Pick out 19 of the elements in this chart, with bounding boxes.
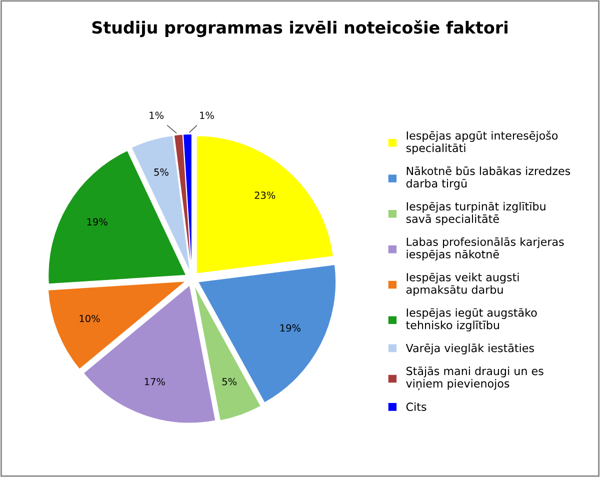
- legend-label: Iespējas iegūt augstāko tehnisko izglītību: [406, 308, 537, 332]
- legend-label: Stājās mani draugi un es viņiem pievienojos: [406, 366, 544, 390]
- legend-label: Nākotnē būs labākas izredzes darba tirgū: [406, 166, 570, 190]
- data-label: 5%: [154, 168, 168, 176]
- chart-title: Studiju programmas izvēli noteicošie faktori: [92, 20, 508, 38]
- legend-label: Varēja vieglāk iestāties: [406, 344, 534, 354]
- legend-label: Iespējas turpināt izglītību savā specialitātē: [406, 202, 546, 226]
- data-label: 1%: [200, 112, 214, 120]
- legend-label: Cits: [406, 402, 426, 411]
- data-label: 23%: [254, 192, 276, 199]
- legend-label: Labas profesionālās karjeras iespējas nākotnē: [406, 237, 564, 261]
- legend-label: Iespējas apgūt interesējošo specialitāti: [406, 130, 558, 154]
- data-label: 17%: [144, 378, 165, 386]
- data-label: 1%: [150, 112, 164, 120]
- data-label: 10%: [80, 314, 100, 322]
- data-label: 19%: [280, 324, 300, 332]
- data-label: 19%: [87, 218, 108, 226]
- data-label: 5%: [222, 378, 237, 386]
- legend-label: Iespējas veikt augsti apmaksātu darbu: [406, 272, 519, 296]
